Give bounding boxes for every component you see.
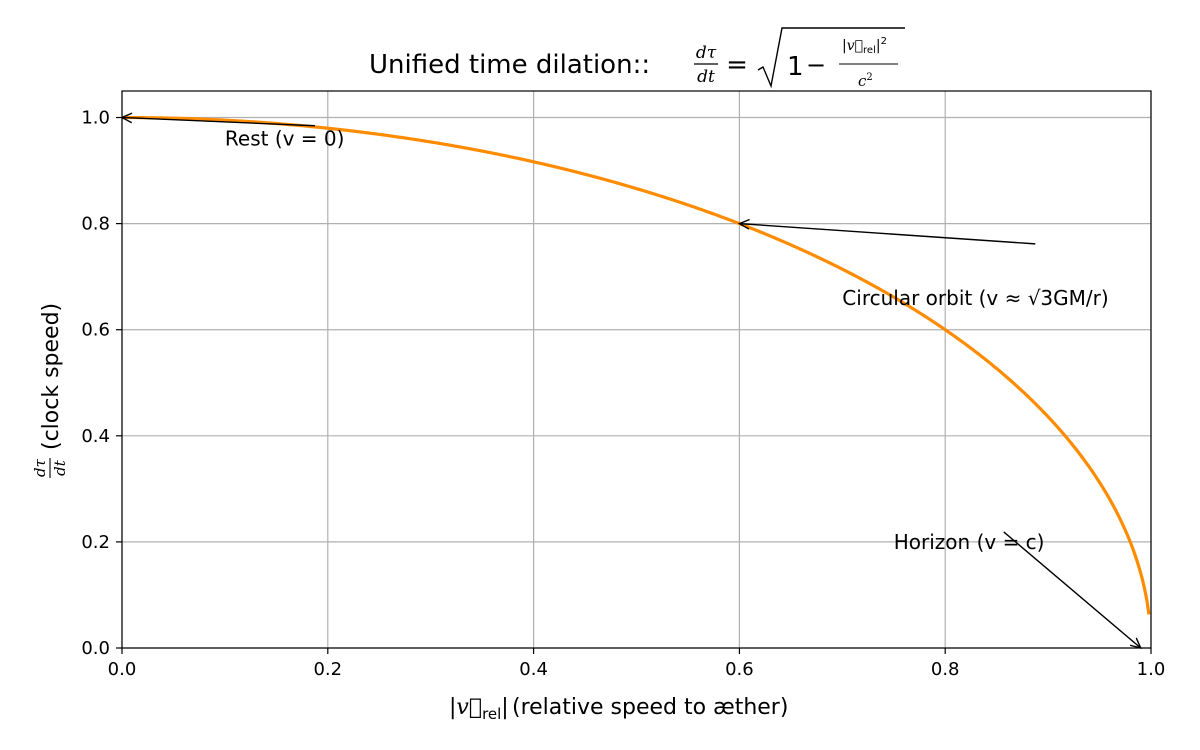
y-tick-label: 1.0 [81, 108, 110, 129]
y-axis-title: dτ dt (clock speed) [31, 303, 69, 478]
chart-title-text: Unified time dilation:: [369, 50, 650, 80]
annotation-arrow [739, 222, 1036, 245]
title-formula-minus: − [806, 51, 826, 79]
title-formula-vrel: |v⃗rel|2 [842, 36, 887, 56]
title-formula-sqrt-sign [757, 27, 905, 89]
x-tick-label: 1.0 [1137, 659, 1166, 680]
annotation: Rest (v = 0) [120, 112, 345, 151]
x-tick-label: 0.4 [519, 659, 548, 680]
annotation-arrowhead [737, 218, 750, 230]
annotation: Circular orbit (v ≈ √3GM/r) [737, 218, 1109, 310]
y-axis-dtau: dτ [31, 458, 49, 477]
x-tick-label: 0.8 [931, 659, 960, 680]
annotation-arrowhead [120, 112, 133, 124]
annotation: Horizon (v = c) [894, 530, 1142, 650]
annotation-arrow [1003, 531, 1142, 649]
x-tick-label: 0.0 [108, 659, 137, 680]
annotation-arrow [121, 116, 315, 127]
annotation-label: Circular orbit (v ≈ √3GM/r) [842, 286, 1108, 310]
x-tick-label: 0.2 [313, 659, 342, 680]
annotation-label: Horizon (v = c) [894, 530, 1045, 554]
annotations: Rest (v = 0) Circular orbit (v ≈ √3GM/r) H… [120, 112, 1142, 650]
axis-ticks: 0.0 0.2 0.4 0.6 0.8 1.0 0.0 0.2 0.4 0.6 0.8 1.0 [81, 108, 1165, 680]
title-formula-dtau: dτ [696, 43, 717, 63]
annotation-arrowhead [1129, 637, 1142, 650]
y-axis-label: (clock speed) [39, 303, 64, 450]
y-tick-label: 0.2 [81, 532, 110, 553]
annotation-label: Rest (v = 0) [225, 127, 345, 151]
x-tick-label: 0.6 [725, 659, 754, 680]
y-axis-dt: dt [51, 459, 69, 476]
title-formula-equals: = [726, 50, 748, 80]
plot-frame [121, 90, 1152, 649]
y-tick-label: 0.6 [81, 320, 110, 341]
title-formula-dt: dt [697, 67, 715, 87]
y-tick-label: 0.0 [81, 638, 110, 659]
title-formula-one: 1 [787, 52, 804, 82]
title-formula: dτ dt = 1 − |v⃗rel|2 c2 [694, 27, 905, 90]
y-tick-label: 0.8 [81, 214, 110, 235]
x-axis-label: (relative speed to æther) [512, 695, 788, 720]
chart-title: Unified time dilation:: dτ dt = 1 − |v⃗r… [369, 27, 905, 90]
y-tick-label: 0.4 [81, 426, 110, 447]
